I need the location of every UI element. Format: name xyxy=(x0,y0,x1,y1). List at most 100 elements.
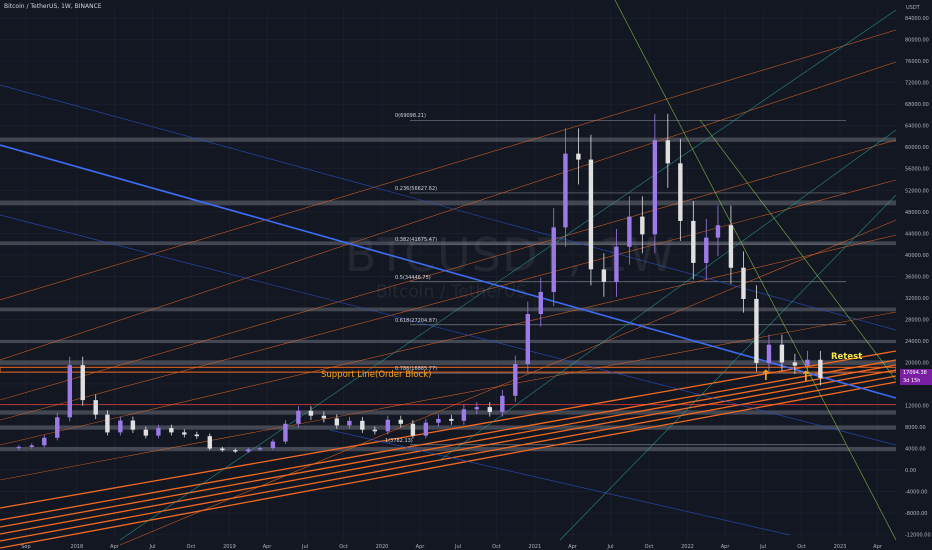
candle-body xyxy=(461,409,467,421)
candle-body xyxy=(436,418,441,423)
support-annotation: Support Line(Order Block) xyxy=(321,370,432,380)
ascending-line xyxy=(559,194,897,541)
support-trendline xyxy=(0,369,897,535)
y-tick-label: -12000.00 xyxy=(905,533,931,539)
fib-label: 0.382(41675.47) xyxy=(395,237,438,244)
y-tick-label: 4000.00 xyxy=(905,447,926,453)
candle-body xyxy=(207,436,212,449)
x-tick-label: 2022 xyxy=(681,544,694,550)
y-tick-label: 44000.00 xyxy=(905,231,929,237)
x-tick-label: 2021 xyxy=(529,544,542,550)
y-tick-label: 64000.00 xyxy=(905,124,929,130)
candle-body xyxy=(715,225,721,238)
candle-body xyxy=(779,344,785,363)
candle-body xyxy=(665,140,671,164)
candle-body xyxy=(67,365,72,418)
candle-body xyxy=(818,359,823,379)
descending-trendline xyxy=(0,214,897,446)
channel-line xyxy=(0,234,897,446)
x-tick-label: Jul xyxy=(607,544,614,550)
candle-body xyxy=(792,362,798,366)
channel-line xyxy=(0,29,897,301)
y-tick-label: 76000.00 xyxy=(905,59,929,65)
candle-body xyxy=(246,449,251,452)
resistance-zone xyxy=(0,446,896,452)
x-tick-label: Jul xyxy=(301,544,308,550)
candle-body xyxy=(640,216,645,235)
descending-trendline xyxy=(0,144,897,399)
candle-body xyxy=(513,364,518,396)
candle-body xyxy=(449,418,454,421)
candle-body xyxy=(93,400,98,415)
candle-body xyxy=(423,422,429,436)
fib-label: 0.236(56627.62) xyxy=(395,185,438,192)
candle-body xyxy=(283,423,288,442)
candle-body xyxy=(410,423,416,436)
x-tick-label: 2023 xyxy=(834,544,847,550)
x-tick-label: Jul xyxy=(759,544,766,550)
y-tick-label: -8000.00 xyxy=(905,511,927,517)
time-axis[interactable]: Sep 2018 Apr Jul Oct 2019 Apr Jul Oct 2020 Apr Jul O… xyxy=(21,544,883,550)
candle-body xyxy=(576,153,581,160)
y-tick-label: -4000.00 xyxy=(905,490,927,496)
x-tick-label: Apr xyxy=(263,544,273,550)
price-axis[interactable]: USDT 84000.00 80000.00 76000.00 72000.00 6800… xyxy=(896,0,932,550)
candle-body xyxy=(398,419,403,424)
candle-body xyxy=(372,429,378,432)
candle-body xyxy=(220,448,225,451)
x-tick-label: Apr xyxy=(568,544,578,550)
candle-body xyxy=(105,414,110,433)
candle-body xyxy=(588,159,594,270)
fib-label: 0.618(27204.87) xyxy=(395,317,438,324)
channel-line xyxy=(119,219,897,546)
descending-line xyxy=(699,119,897,381)
candle-body xyxy=(29,445,34,447)
candle-body xyxy=(474,407,480,410)
candle-body xyxy=(704,237,709,263)
horizontal-zones xyxy=(0,119,897,452)
candle-body xyxy=(118,420,123,433)
x-tick-label: Oct xyxy=(187,544,196,550)
resistance-zone xyxy=(0,307,896,312)
resistance-zone xyxy=(0,410,896,415)
fib-label: 1(3782.13) xyxy=(385,437,413,444)
candle-body xyxy=(754,298,759,363)
current-price-value: 17094.38 xyxy=(903,370,927,376)
up-arrow-icon: ↑ xyxy=(800,369,812,385)
channel-line xyxy=(0,139,897,401)
y-tick-label: 12000.00 xyxy=(905,403,929,409)
candle-body xyxy=(741,267,746,299)
candle-body xyxy=(601,269,607,282)
y-unit-label: USDT xyxy=(906,5,921,11)
y-tick-label: 24000.00 xyxy=(905,339,929,345)
x-tick-label: 2018 xyxy=(71,544,84,550)
y-tick-label: 8000.00 xyxy=(905,425,926,431)
candle-body xyxy=(805,359,810,366)
candle-body xyxy=(538,291,543,315)
x-tick-label: Oct xyxy=(339,544,348,550)
fib-label: 0(69098.21) xyxy=(395,113,426,120)
support-trendline xyxy=(0,364,897,528)
x-tick-label: Oct xyxy=(492,544,501,550)
y-tick-label: 52000.00 xyxy=(905,188,929,194)
support-trendline xyxy=(0,375,897,542)
x-tick-label: Apr xyxy=(873,544,883,550)
y-tick-label: 32000.00 xyxy=(905,296,929,302)
y-tick-label: 40000.00 xyxy=(905,253,929,259)
candle-body xyxy=(563,153,568,228)
y-tick-label: 60000.00 xyxy=(905,145,929,151)
channel-line xyxy=(0,61,897,361)
x-tick-label: 2019 xyxy=(223,544,236,550)
chart-title: Bitcoin / TetherUS, 1W, BINANCE xyxy=(4,3,102,10)
candle-body xyxy=(296,410,301,424)
y-tick-label: 72000.00 xyxy=(905,81,929,87)
descending-trendline xyxy=(329,429,791,536)
candle-body xyxy=(385,419,391,432)
candle-body xyxy=(130,420,136,430)
x-tick-label: Apr xyxy=(416,544,426,550)
candle-body xyxy=(257,447,263,450)
x-tick-label: Apr xyxy=(110,544,120,550)
resistance-zone xyxy=(0,241,896,246)
trend-lines xyxy=(0,0,897,549)
